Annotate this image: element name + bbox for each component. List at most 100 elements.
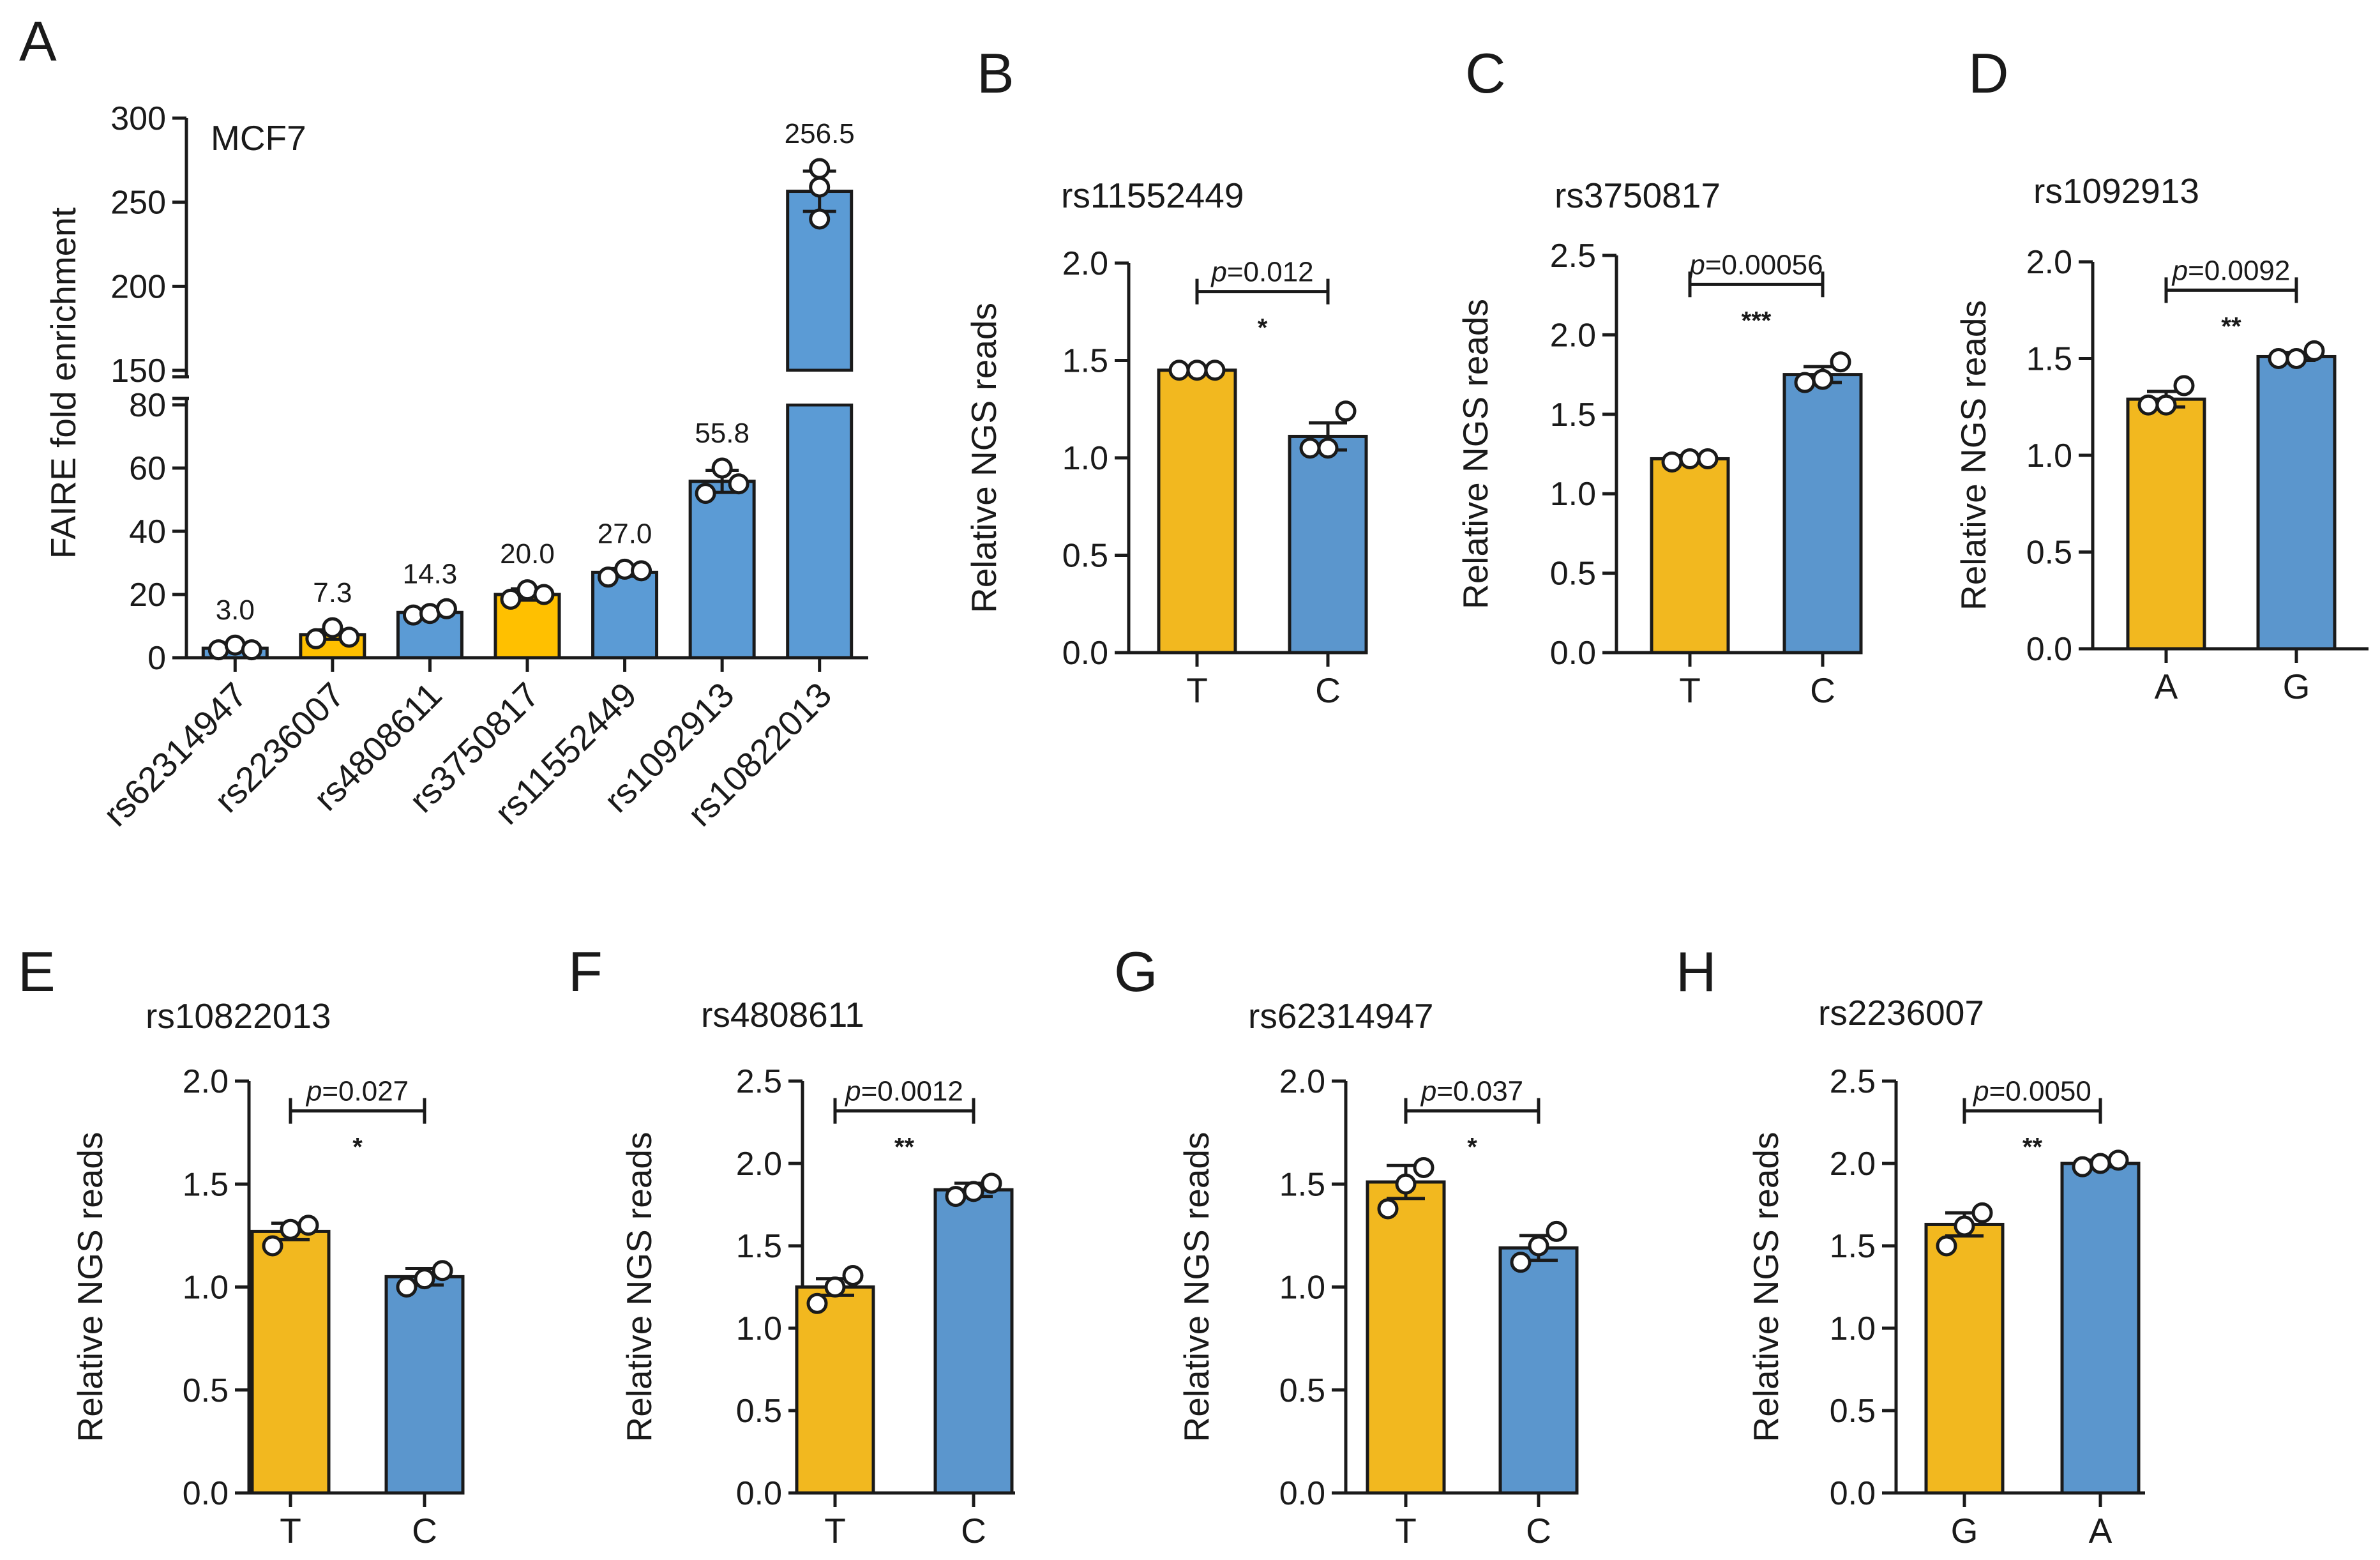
p-value-text: p=0.00056 bbox=[1688, 249, 1823, 280]
data-point bbox=[533, 584, 555, 605]
value-label: 14.3 bbox=[403, 558, 458, 589]
data-point bbox=[981, 1172, 1002, 1194]
significance-stars: *** bbox=[1742, 307, 1772, 335]
value-label: 256.5 bbox=[785, 118, 855, 149]
panel-letter-b: B bbox=[977, 42, 1014, 105]
value-label: 7.3 bbox=[313, 577, 352, 609]
y-tick-label: 1.5 bbox=[1550, 397, 1596, 434]
y-tick-label: 20 bbox=[129, 577, 166, 614]
y-tick-label: 80 bbox=[129, 387, 166, 424]
y-tick-label: 1.0 bbox=[1062, 440, 1108, 477]
y-axis-label: FAIRE fold enrichment bbox=[43, 208, 83, 559]
data-point bbox=[728, 473, 749, 495]
data-point bbox=[338, 626, 360, 648]
data-point bbox=[711, 457, 733, 479]
y-tick-label: 1.5 bbox=[1279, 1166, 1325, 1203]
x-tick-label: T bbox=[1679, 670, 1701, 710]
data-point bbox=[631, 560, 652, 582]
data-point bbox=[1697, 448, 1719, 469]
data-point bbox=[1395, 1173, 1417, 1195]
panel-letter-e: E bbox=[18, 940, 56, 1003]
y-axis-label: Relative NGS reads bbox=[1177, 1132, 1216, 1442]
bar-G bbox=[2256, 354, 2337, 651]
significance-stars: ** bbox=[2022, 1133, 2043, 1162]
p-value-text: p=0.0092 bbox=[2171, 255, 2291, 286]
y-tick-label: 60 bbox=[129, 450, 166, 487]
y-tick-label: 0.0 bbox=[1062, 635, 1108, 672]
x-tick-label: T bbox=[1186, 670, 1208, 710]
data-point bbox=[1317, 437, 1339, 459]
bar-C bbox=[1782, 373, 1863, 655]
y-tick-label: 1.0 bbox=[183, 1269, 229, 1306]
data-point bbox=[806, 1292, 828, 1314]
x-tick-label: C bbox=[412, 1511, 437, 1550]
data-point bbox=[2303, 340, 2325, 361]
p-label: p bbox=[1688, 249, 1705, 280]
y-tick-label: 0.0 bbox=[1279, 1475, 1325, 1512]
data-point bbox=[2090, 1153, 2111, 1174]
p-value-text: p=0.027 bbox=[305, 1076, 409, 1107]
y-tick-label: 0.0 bbox=[1830, 1475, 1876, 1512]
x-tick-label: A bbox=[2089, 1511, 2113, 1550]
bar-rs10822013-lower bbox=[786, 403, 854, 660]
y-tick-label: 2.0 bbox=[1830, 1146, 1876, 1183]
significance-stars: ** bbox=[2221, 312, 2241, 340]
data-point bbox=[2286, 348, 2307, 369]
y-tick-label: 1.0 bbox=[1279, 1269, 1325, 1306]
data-point bbox=[2173, 375, 2195, 397]
y-tick-label: 1.5 bbox=[1830, 1228, 1876, 1265]
p-value: =0.0092 bbox=[2188, 255, 2290, 286]
y-tick-label: 300 bbox=[110, 100, 166, 137]
y-tick-label: 1.0 bbox=[736, 1310, 782, 1347]
p-label: p bbox=[2171, 255, 2188, 286]
panel-letter-d: D bbox=[1968, 42, 2009, 105]
chart-title: rs3750817 bbox=[1555, 176, 1721, 215]
y-tick-label: 0.5 bbox=[1830, 1393, 1876, 1430]
data-point bbox=[598, 566, 619, 588]
data-point bbox=[1204, 360, 1226, 381]
p-value: =0.037 bbox=[1436, 1076, 1523, 1107]
data-point bbox=[1812, 368, 1834, 390]
y-tick-label: 40 bbox=[129, 513, 166, 550]
y-tick-label: 0.5 bbox=[736, 1393, 782, 1430]
y-tick-label: 1.5 bbox=[1062, 343, 1108, 380]
chart-title: rs1092913 bbox=[2033, 171, 2199, 211]
data-point bbox=[322, 617, 343, 639]
p-value-text: p=0.0050 bbox=[1972, 1076, 2091, 1107]
y-tick-label: 2.0 bbox=[736, 1146, 782, 1183]
y-tick-label: 2.0 bbox=[2026, 244, 2072, 281]
p-label: p bbox=[305, 1076, 322, 1107]
bar-T bbox=[1650, 457, 1730, 655]
y-tick-label: 2.0 bbox=[1062, 245, 1108, 282]
significance-stars: * bbox=[1258, 314, 1268, 342]
value-label: 55.8 bbox=[695, 418, 749, 449]
y-tick-label: 0.5 bbox=[1550, 556, 1596, 593]
data-point bbox=[1546, 1220, 1567, 1242]
significance-stars: ** bbox=[894, 1133, 915, 1162]
y-tick-label: 1.0 bbox=[1830, 1310, 1876, 1347]
significance-stars: * bbox=[1467, 1133, 1477, 1162]
panel-letter-c: C bbox=[1465, 42, 1506, 105]
y-axis-label: Relative NGS reads bbox=[70, 1132, 110, 1442]
data-point bbox=[1661, 451, 1683, 473]
data-point bbox=[2137, 394, 2159, 416]
y-axis-label: Relative NGS reads bbox=[1456, 299, 1495, 609]
data-point bbox=[305, 628, 327, 649]
chart-title: rs10822013 bbox=[146, 996, 331, 1036]
y-tick-label: 0.5 bbox=[1279, 1372, 1325, 1409]
bar-C bbox=[384, 1275, 465, 1495]
y-tick-label: 0.0 bbox=[183, 1475, 229, 1512]
data-point bbox=[280, 1218, 301, 1240]
y-tick-label: 0.0 bbox=[1550, 635, 1596, 672]
p-label: p bbox=[1972, 1076, 1989, 1107]
p-value-text: p=0.0012 bbox=[844, 1076, 963, 1107]
y-tick-label: 1.5 bbox=[183, 1166, 229, 1203]
data-point bbox=[1794, 372, 1816, 393]
y-tick-label: 1.0 bbox=[1550, 476, 1596, 513]
data-point bbox=[824, 1276, 846, 1298]
